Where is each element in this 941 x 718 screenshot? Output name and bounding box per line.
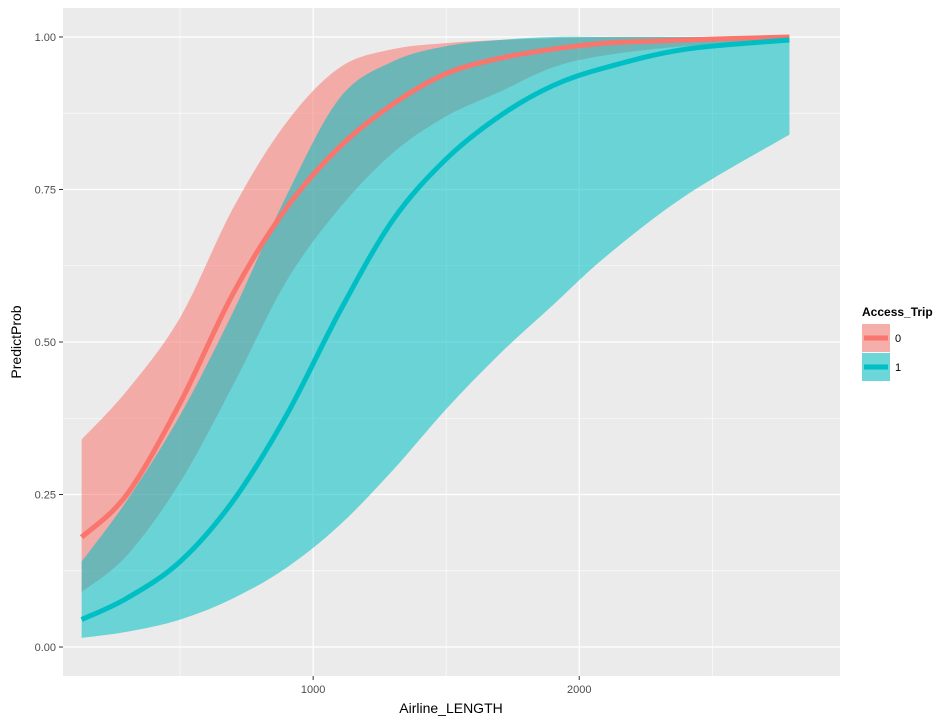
y-tick-label: 0.75 [35,184,56,196]
ribbons [81,36,790,638]
ribbon-series-1 [81,36,790,638]
ribbon-series-0 [81,36,790,593]
legend: Access_Trip 0 1 [862,305,933,381]
x-axis-title: Airline_LENGTH [399,700,502,716]
x-tick-label: 2000 [567,684,591,696]
line-series-0 [79,34,790,540]
x-tick-label: 1000 [301,684,325,696]
line-series-1 [80,37,790,622]
y-tick-label: 1.00 [35,32,56,44]
y-tick-label: 0.50 [35,337,56,349]
y-tick-label: 0.00 [35,642,56,654]
legend-title: Access_Trip [862,305,933,319]
x-axis: 1000 2000 [301,676,591,696]
legend-keys [862,324,890,381]
y-axis: 0.00 0.25 0.50 0.75 1.00 [35,32,63,654]
legend-label-0: 0 [895,333,901,345]
y-tick-label: 0.25 [35,490,56,502]
y-axis-title: PredictProb [8,305,24,378]
legend-label-1: 1 [895,362,901,374]
lines [79,34,790,622]
